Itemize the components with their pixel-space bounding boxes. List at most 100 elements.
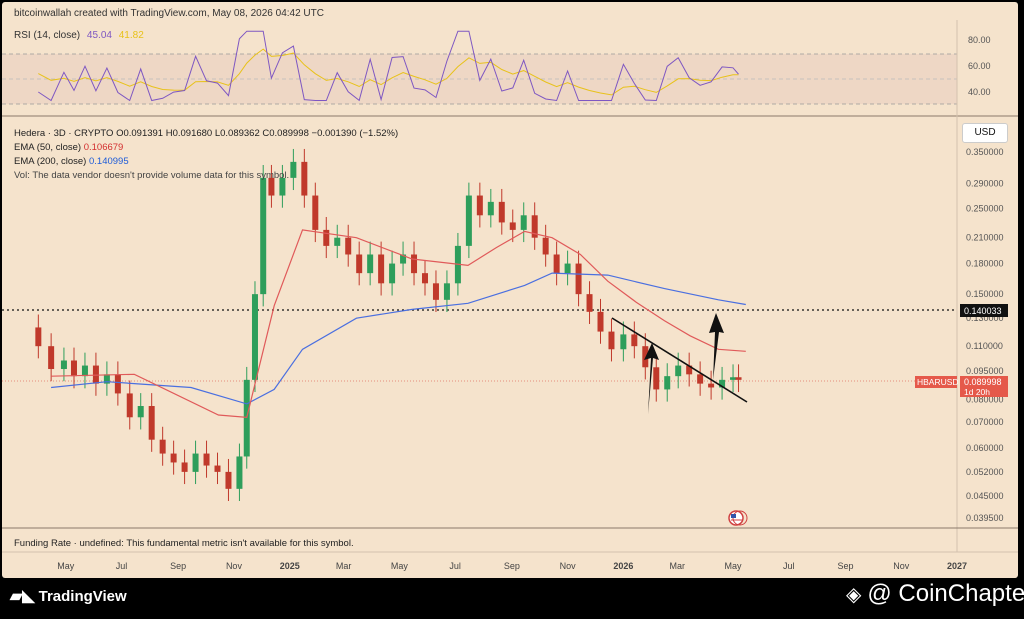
candle-body: [542, 237, 549, 255]
candle-body: [159, 439, 166, 454]
candle-body: [719, 379, 726, 388]
candle-body: [35, 327, 42, 347]
level-price-text: 0.140033: [964, 306, 1002, 316]
candle-body: [389, 263, 396, 284]
candle-body: [432, 283, 439, 300]
candle-body: [279, 177, 286, 196]
time-tick-label: May: [725, 561, 743, 571]
candle-body: [70, 360, 77, 377]
rsi-axis: 80.00 60.00 40.00: [968, 35, 991, 97]
rsi-ma-value: 41.82: [118, 30, 144, 41]
ema200-legend: EMA (200, close) 0.140995: [14, 155, 398, 169]
time-tick-label: 2026: [613, 561, 633, 571]
rsi-tick-label: 40.00: [968, 87, 991, 97]
candle-body: [586, 294, 593, 312]
time-tick-label: Mar: [336, 561, 352, 571]
last-price-text: 0.089998: [964, 377, 1002, 387]
price-tick-label: 0.052000: [966, 467, 1004, 477]
time-tick-label: Nov: [560, 561, 577, 571]
descending-trendline: [611, 317, 748, 403]
candle-body: [214, 465, 221, 472]
ema50-line: [51, 229, 746, 418]
arrow-up-right-icon: [709, 313, 724, 380]
coinchapter-label: @ CoinChapter: [867, 580, 1024, 607]
candle-body: [575, 263, 582, 295]
candle-body: [137, 406, 144, 418]
time-tick-label: Nov: [226, 561, 243, 571]
price-tick-label: 0.060000: [966, 443, 1004, 453]
candle-body: [400, 254, 407, 264]
candle-body: [126, 393, 133, 418]
candle-body: [225, 471, 232, 489]
ema200-line: [51, 272, 746, 405]
candle-body: [114, 374, 121, 394]
candle-body: [553, 254, 560, 274]
time-tick-label: 2027: [947, 561, 967, 571]
us-flag-icon[interactable]: [728, 510, 748, 526]
price-tick-label: 0.290000: [966, 179, 1004, 189]
candle-body: [170, 453, 177, 463]
candle-body: [312, 195, 319, 230]
symbol-legend: Hedera · 3D · CRYPTO O0.091391 H0.091680…: [14, 127, 398, 183]
level-price-label: 0.140033: [960, 304, 1008, 317]
candle-body: [564, 263, 571, 274]
candle-body: [531, 215, 538, 238]
candle-body: [476, 195, 483, 216]
chart-svg[interactable]: 80.00 60.00 40.00 0.350000 0.290000 0.2500…: [2, 2, 1018, 578]
time-tick-label: Sep: [504, 561, 520, 571]
candle-body: [675, 365, 682, 377]
candles: [35, 148, 742, 502]
volume-note: Vol: The data vendor doesn't provide vol…: [14, 170, 290, 181]
rsi-tick-label: 80.00: [968, 35, 991, 45]
candle-body: [520, 215, 527, 230]
candle-body: [334, 237, 341, 246]
candle-body: [642, 346, 649, 368]
tradingview-logo[interactable]: ▰◣ TradingView: [10, 586, 127, 606]
candle-body: [597, 311, 604, 332]
rsi-ma-line: [38, 48, 739, 96]
countdown-text: 1d 20h: [964, 387, 990, 397]
time-tick-label: May: [57, 561, 75, 571]
price-tick-label: 0.080000: [966, 395, 1004, 405]
time-tick-label: Sep: [837, 561, 853, 571]
candle-body: [268, 177, 275, 196]
ema50-label: EMA (50, close): [14, 142, 82, 153]
arrow-up-left-icon: [644, 343, 659, 414]
price-tick-label: 0.350000: [966, 147, 1004, 157]
price-axis: 0.350000 0.290000 0.250000 0.210000 0.180000…: [966, 147, 1004, 523]
candle-body: [697, 374, 704, 384]
candle-body: [708, 383, 715, 388]
time-tick-label: Jul: [449, 561, 461, 571]
candle-body: [301, 161, 308, 196]
time-tick-label: Sep: [170, 561, 186, 571]
chart-credit: bitcoinwallah created with TradingView.c…: [14, 8, 324, 19]
price-tick-label: 0.210000: [966, 233, 1004, 243]
candle-body: [443, 283, 450, 300]
chart-panel: bitcoinwallah created with TradingView.c…: [2, 2, 1018, 578]
currency-button[interactable]: USD: [962, 123, 1008, 143]
candle-body: [48, 346, 55, 370]
candle-body: [631, 334, 638, 347]
candle-body: [203, 453, 210, 466]
ema200-label: EMA (200, close): [14, 156, 87, 167]
candle-body: [465, 195, 472, 246]
candle-body: [260, 177, 267, 295]
candle-body: [498, 201, 505, 223]
symbol-tag-text: HBARUSD: [917, 377, 959, 387]
candle-body: [608, 331, 615, 350]
price-tick-label: 0.039500: [966, 513, 1004, 523]
time-tick-label: Jul: [783, 561, 795, 571]
time-axis: May Jul Sep Nov 2025 Mar May Jul Sep Nov 2026 Mar Ma…: [57, 561, 967, 571]
candle-body: [367, 254, 374, 274]
price-tick-label: 0.250000: [966, 203, 1004, 213]
ema50-legend: EMA (50, close) 0.106679: [14, 141, 398, 155]
candle-body: [243, 379, 250, 457]
rsi-tick-label: 60.00: [968, 61, 991, 71]
price-tick-label: 0.095000: [966, 366, 1004, 376]
symbol-tag: HBARUSD: [915, 376, 959, 388]
price-tick-label: 0.180000: [966, 259, 1004, 269]
time-tick-label: Nov: [893, 561, 910, 571]
candle-body: [192, 453, 199, 472]
candle-body: [735, 377, 742, 380]
candle-body: [236, 456, 243, 489]
